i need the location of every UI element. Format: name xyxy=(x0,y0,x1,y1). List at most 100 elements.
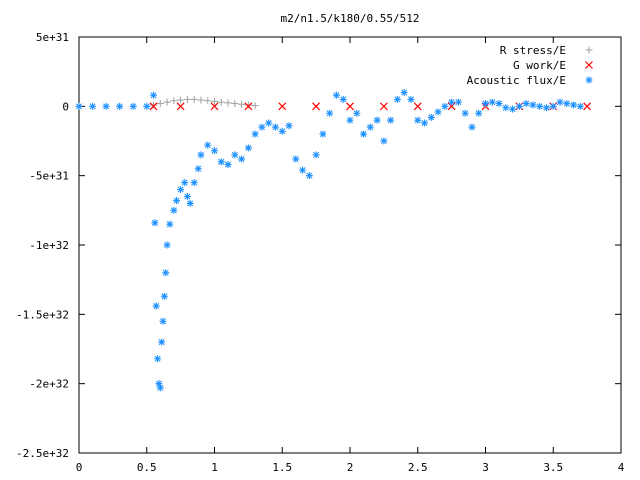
data-point xyxy=(129,102,137,110)
data-point xyxy=(522,100,530,108)
data-point xyxy=(163,98,171,106)
data-point xyxy=(339,95,347,103)
data-point xyxy=(231,100,239,108)
data-point xyxy=(468,123,476,131)
data-point xyxy=(407,95,415,103)
x-tick-label: 2.5 xyxy=(408,461,428,474)
data-point xyxy=(116,102,124,110)
data-point xyxy=(231,151,239,159)
legend-marker xyxy=(585,61,593,69)
series-0 xyxy=(150,95,259,110)
data-point xyxy=(413,102,422,111)
data-point xyxy=(166,220,174,228)
data-point xyxy=(583,102,592,111)
data-point xyxy=(475,109,483,117)
data-point xyxy=(183,192,191,200)
data-point xyxy=(211,147,218,155)
data-point xyxy=(353,109,361,117)
data-point xyxy=(244,144,252,152)
data-point xyxy=(102,102,110,110)
data-point xyxy=(461,109,469,117)
x-tick-label: 4 xyxy=(618,461,625,474)
data-point xyxy=(152,302,160,310)
data-point xyxy=(177,96,185,104)
data-point xyxy=(89,102,97,110)
data-point xyxy=(244,102,253,111)
legend-marker xyxy=(585,76,593,84)
data-point xyxy=(542,104,550,112)
data-point xyxy=(211,97,218,105)
data-point xyxy=(238,155,246,163)
data-point xyxy=(292,155,300,163)
data-point xyxy=(570,101,578,109)
data-point xyxy=(400,88,408,96)
data-point xyxy=(427,113,435,121)
data-point xyxy=(224,161,232,169)
data-point xyxy=(186,199,194,207)
data-point xyxy=(379,102,388,111)
data-point xyxy=(197,151,205,159)
data-point xyxy=(238,100,246,108)
x-tick-label: 0 xyxy=(76,461,83,474)
x-tick-label: 3.5 xyxy=(543,461,563,474)
data-point xyxy=(176,102,185,111)
data-point xyxy=(163,241,171,249)
data-point xyxy=(173,197,181,205)
data-point xyxy=(194,165,202,173)
data-point xyxy=(177,186,185,194)
y-tick-label: -1e+32 xyxy=(29,239,69,252)
data-point xyxy=(204,141,212,149)
legend-label: G work/E xyxy=(513,59,566,72)
data-point xyxy=(271,123,279,131)
y-tick-label: -1.5e+32 xyxy=(16,308,69,321)
data-point xyxy=(251,102,259,110)
data-point xyxy=(160,292,168,300)
legend-label: R stress/E xyxy=(500,44,566,57)
data-point xyxy=(366,123,374,131)
data-point xyxy=(414,116,422,124)
legend-marker xyxy=(585,46,593,54)
data-point xyxy=(299,166,307,174)
data-point xyxy=(421,119,429,127)
data-point xyxy=(326,109,334,117)
data-point xyxy=(454,98,462,106)
data-point xyxy=(576,102,584,110)
series-layer xyxy=(75,88,592,392)
data-point xyxy=(149,102,158,111)
data-point xyxy=(154,355,162,363)
data-point xyxy=(224,99,232,107)
data-point xyxy=(346,102,354,111)
x-axis: 0 0.5 1 1.5 2 2.5 3 3.5 4 xyxy=(76,37,625,474)
data-point xyxy=(190,179,198,187)
data-point xyxy=(251,130,259,138)
data-point xyxy=(258,123,266,131)
legend: R stress/E G work/E Acoustic flux/E xyxy=(467,44,593,87)
x-tick-label: 1.5 xyxy=(272,461,292,474)
data-point xyxy=(217,158,225,166)
x-tick-label: 0.5 xyxy=(137,461,157,474)
data-point xyxy=(373,116,381,124)
y-tick-label: 0 xyxy=(62,100,69,113)
data-point xyxy=(529,101,537,109)
data-point xyxy=(502,104,510,112)
x-tick-label: 2 xyxy=(347,461,354,474)
data-point xyxy=(217,98,225,106)
data-point xyxy=(441,102,449,110)
data-point xyxy=(319,130,327,138)
data-point xyxy=(265,119,273,127)
data-point xyxy=(488,98,496,106)
data-point xyxy=(312,151,320,159)
data-point xyxy=(170,97,178,105)
data-point xyxy=(75,102,83,110)
y-tick-label: -5e+31 xyxy=(29,170,69,183)
data-point xyxy=(151,219,159,227)
data-point xyxy=(346,116,354,124)
data-point xyxy=(556,98,564,106)
data-point xyxy=(197,96,205,104)
y-tick-label: 5e+31 xyxy=(36,31,69,44)
data-point xyxy=(563,100,571,108)
data-point xyxy=(332,91,340,99)
data-point xyxy=(515,102,523,110)
y-axis: 5e+31 0 -5e+31 -1e+32 -1.5e+32 -2e+32 -2.5e+32 xyxy=(16,31,621,460)
